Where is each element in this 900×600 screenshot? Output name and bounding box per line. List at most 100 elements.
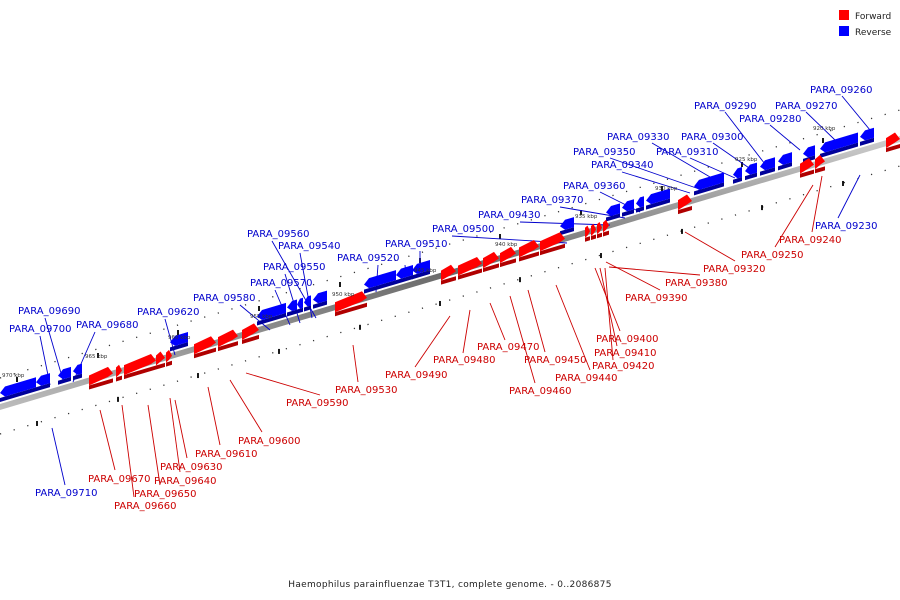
gene-label-para-09360: PARA_09360 <box>563 181 625 192</box>
gene-shadow <box>622 209 634 217</box>
gene-body <box>597 221 602 235</box>
gene-label-para-09330: PARA_09330 <box>607 132 669 143</box>
gene-para-09550[interactable] <box>304 295 311 312</box>
gene-para-09290[interactable] <box>778 152 792 171</box>
gene-para-09620[interactable] <box>257 302 286 326</box>
gene-para-09330[interactable] <box>733 167 742 184</box>
gene-shadow <box>297 307 303 314</box>
gene-para-09430[interactable] <box>606 203 620 222</box>
leader-line <box>774 184 814 248</box>
gene-para-09630[interactable] <box>166 349 172 367</box>
gene-para-09460[interactable] <box>500 246 516 268</box>
gene-shadow <box>441 276 456 285</box>
leader-line <box>284 273 301 324</box>
gene-para-09260[interactable] <box>860 127 874 146</box>
gene-para-09540[interactable] <box>313 290 327 309</box>
gene-para-09410[interactable] <box>591 223 596 241</box>
gene-para-09500[interactable] <box>560 217 574 236</box>
reverse-guide-line <box>0 109 900 379</box>
gene-para-09570[interactable] <box>297 297 303 314</box>
gene-para-09310[interactable] <box>745 162 757 181</box>
gene-glyphs <box>0 127 900 402</box>
gene-label-para-09290: PARA_09290 <box>694 101 756 112</box>
gene-para-09670[interactable] <box>89 366 113 390</box>
gene-para-09560[interactable] <box>364 270 396 294</box>
legend: Forward Reverse <box>839 10 892 38</box>
gene-label-para-09610: PARA_09610 <box>195 449 257 460</box>
map-caption: Haemophilus parainfluenzae T3T1, complet… <box>288 580 611 590</box>
forward-guide-line <box>0 165 900 435</box>
tick-label-965: 965 kbp <box>85 354 108 360</box>
gene-para-09450[interactable] <box>519 240 539 262</box>
gene-para-09380[interactable] <box>678 194 692 215</box>
gene-para-09690[interactable] <box>73 363 82 381</box>
gene-body <box>116 364 122 378</box>
gene-para-09240[interactable] <box>886 132 900 153</box>
gene-body <box>820 132 858 153</box>
gene-para-09640[interactable] <box>156 351 165 370</box>
gene-label-para-09310: PARA_09310 <box>656 147 718 158</box>
gene-body <box>364 270 396 289</box>
gene-shadow <box>800 169 814 178</box>
gene-shadow <box>170 342 188 352</box>
gene-label-para-09270: PARA_09270 <box>775 101 837 112</box>
gene-para-09470[interactable] <box>483 251 499 273</box>
gene-para-09250[interactable] <box>815 154 825 174</box>
gene-shadow <box>89 378 113 390</box>
gene-label-para-09680: PARA_09680 <box>76 320 138 331</box>
gene-para-09600[interactable] <box>218 329 238 352</box>
gene-para-09420[interactable] <box>585 225 590 242</box>
gene-shadow <box>694 182 724 196</box>
gene-para-09270[interactable] <box>820 132 858 158</box>
gene-para-09530[interactable] <box>335 291 367 317</box>
gene-para-09370[interactable] <box>622 199 634 217</box>
gene-para-09660[interactable] <box>116 364 122 382</box>
gene-para-09480[interactable] <box>458 256 482 280</box>
leader-line <box>527 289 546 353</box>
gene-shadow <box>124 365 156 380</box>
gene-body <box>242 323 259 340</box>
gene-label-para-09540: PARA_09540 <box>278 241 340 252</box>
leader-line <box>805 111 836 141</box>
gene-para-09360[interactable] <box>636 196 644 213</box>
gene-body <box>287 299 297 312</box>
gene-label-para-09350: PARA_09350 <box>573 147 635 158</box>
gene-para-09320[interactable] <box>800 158 814 178</box>
gene-shadow <box>500 258 516 268</box>
gene-para-09340[interactable] <box>694 172 724 196</box>
gene-para-09510[interactable] <box>412 259 430 280</box>
gene-para-09520[interactable] <box>396 265 413 285</box>
gene-body <box>860 127 874 141</box>
gene-para-09650[interactable] <box>124 354 156 380</box>
gene-para-09580[interactable] <box>287 299 297 317</box>
gene-para-09300[interactable] <box>760 157 775 176</box>
gene-para-09610[interactable] <box>194 336 216 359</box>
gene-para-09490[interactable] <box>441 264 456 285</box>
gene-label-para-09340: PARA_09340 <box>591 160 653 171</box>
leader-line <box>837 174 861 219</box>
gene-body <box>694 172 724 190</box>
gene-body <box>745 162 757 175</box>
gene-para-09710[interactable] <box>36 373 50 392</box>
gene-para-09400[interactable] <box>597 221 602 239</box>
gene-shadow <box>606 213 620 222</box>
gene-label-para-09500: PARA_09500 <box>432 224 494 235</box>
leader-line <box>684 231 736 262</box>
leader-line <box>811 175 823 233</box>
gene-para-09390[interactable] <box>603 219 609 237</box>
leader-line <box>605 261 661 291</box>
leader-line <box>769 124 801 151</box>
gene-body <box>585 225 590 238</box>
gene-shadow <box>242 334 259 344</box>
gene-body <box>622 199 634 212</box>
gene-para-09590[interactable] <box>242 323 259 344</box>
gene-para-09680[interactable] <box>170 332 188 352</box>
gene-body <box>166 349 172 363</box>
gene-para-09350[interactable] <box>646 188 670 210</box>
gene-para-09700[interactable] <box>58 366 71 385</box>
gene-shadow <box>73 373 82 381</box>
gene-para-09440[interactable] <box>540 232 565 256</box>
gene-para-09230[interactable] <box>0 377 36 402</box>
leader-line <box>555 284 591 371</box>
gene-shadow <box>636 206 644 213</box>
